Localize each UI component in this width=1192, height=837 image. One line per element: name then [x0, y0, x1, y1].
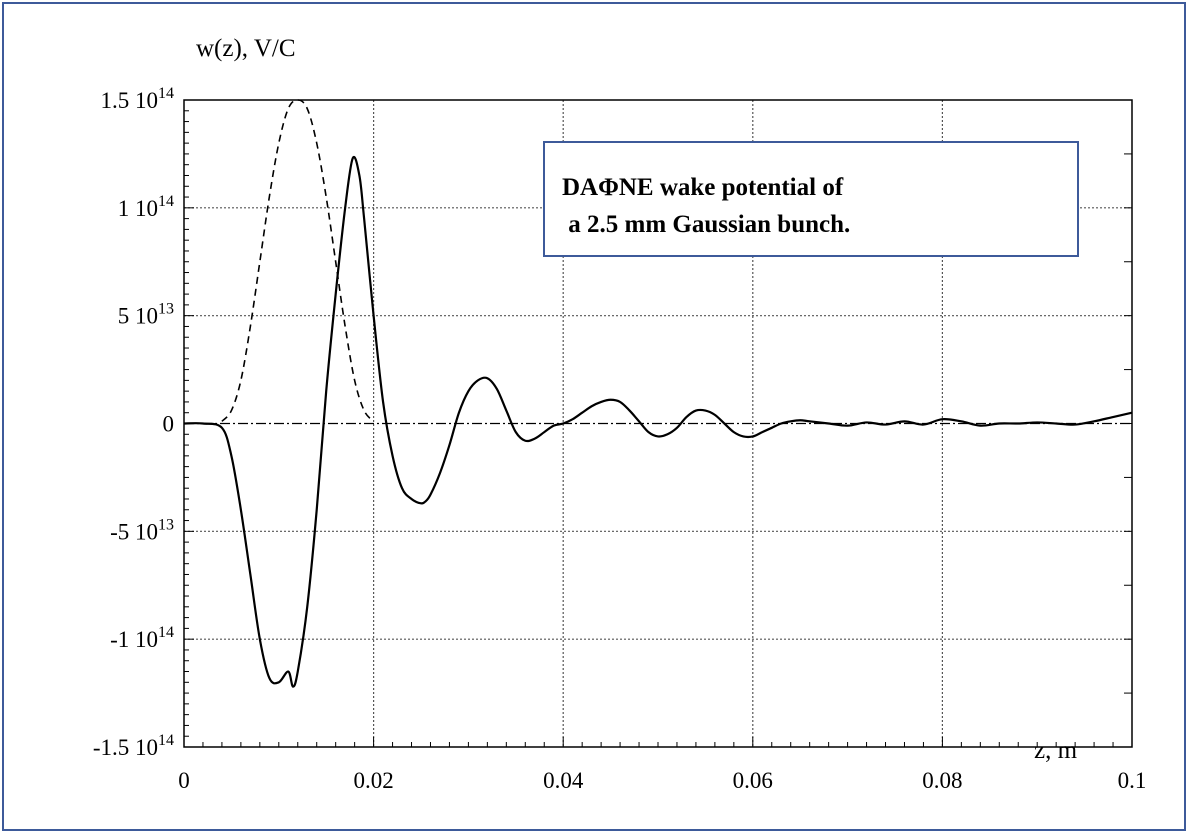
- series-line-dashed: [221, 99, 375, 422]
- y-tick-label-2: 5 1013: [118, 301, 174, 329]
- wake-potential-chart: 1.5 1014 1 1014 5 1013 0 -5 1013 -1 1014 -1.5 …: [93, 35, 1147, 793]
- y-tick-label-5: -1 1014: [110, 624, 174, 652]
- annotation-line-1: DAΦNE wake potential of: [562, 174, 844, 201]
- series-layer: [183, 99, 1133, 688]
- y-tick-label-4: -5 1013: [110, 516, 174, 544]
- x-tick-label-4: 0.08: [922, 768, 962, 793]
- x-axis-label: z, m: [1034, 737, 1078, 764]
- x-tick-label-0: 0: [178, 768, 190, 793]
- x-tick-label-3: 0.06: [733, 768, 773, 793]
- y-tick-label-1: 1 1014: [118, 193, 174, 221]
- y-tick-label-3: 0: [163, 412, 175, 437]
- series-line-solid: [183, 155, 1133, 688]
- y-tick-label-6: -1.5 1014: [93, 732, 174, 760]
- y-axis-label: w(z), V/C: [196, 35, 296, 62]
- x-tick-label-2: 0.04: [543, 768, 584, 793]
- y-tick-label-0: 1.5 1014: [101, 85, 175, 113]
- minor-ticks: [183, 99, 1133, 748]
- x-tick-labels: 0 0.02 0.04 0.06 0.08 0.1: [178, 768, 1146, 793]
- annotation-box: DAΦNE wake potential of a 2.5 mm Gaussia…: [543, 141, 1079, 257]
- y-tick-labels: 1.5 1014 1 1014 5 1013 0 -5 1013 -1 1014 -1.5 …: [93, 85, 174, 760]
- annotation-line-2: a 2.5 mm Gaussian bunch.: [562, 211, 850, 238]
- x-tick-label-1: 0.02: [353, 768, 393, 793]
- x-tick-label-5: 0.1: [1118, 768, 1147, 793]
- annotation-box-border: [543, 141, 1079, 257]
